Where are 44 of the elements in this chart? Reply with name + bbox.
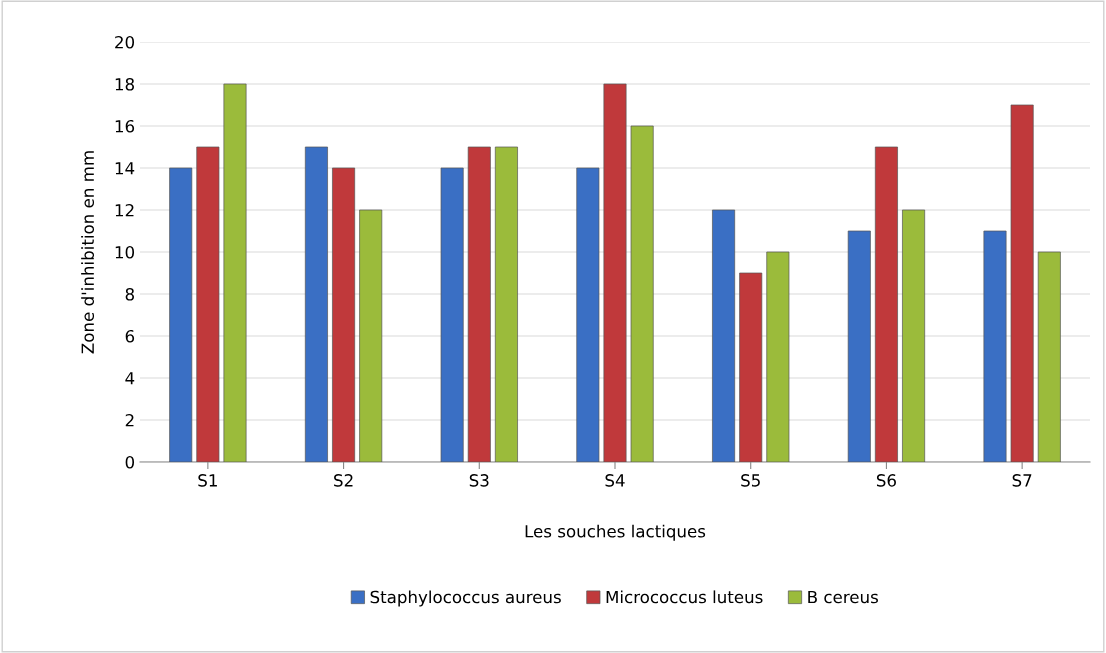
y-tick-label: 8	[125, 287, 134, 301]
bar	[467, 146, 491, 462]
bar	[739, 272, 763, 462]
x-tick-label: S3	[469, 474, 489, 487]
bar	[630, 125, 654, 462]
bar	[902, 209, 926, 462]
bar	[603, 83, 627, 462]
bar	[1010, 104, 1034, 462]
bar	[169, 167, 193, 462]
bar	[1037, 251, 1061, 462]
y-tick-label: 6	[125, 329, 135, 343]
y-tick-label: 20	[115, 35, 135, 49]
bar	[359, 209, 383, 462]
x-tick-label: S6	[876, 474, 896, 487]
bar	[494, 146, 518, 462]
bar	[983, 230, 1007, 462]
bar	[304, 146, 328, 462]
y-tick-label: 18	[115, 77, 134, 91]
bar	[440, 167, 464, 462]
legend-label: B cereus	[808, 590, 878, 604]
legend-label: Micrococcus luteus	[606, 590, 763, 604]
bar	[332, 167, 356, 462]
y-tick-label: 0	[125, 455, 135, 469]
x-tick-label: S7	[1012, 474, 1032, 487]
y-tick-label: 2	[125, 413, 134, 427]
x-tick-label: S5	[741, 474, 760, 487]
x-tick-label: S4	[605, 474, 625, 487]
y-tick-label: 12	[115, 203, 134, 217]
x-axis-title: Les souches lactiques	[525, 524, 706, 541]
bar	[712, 209, 736, 462]
bar	[196, 146, 220, 462]
legend-label: Staphylococcus aureus	[370, 590, 561, 607]
x-tick-label: S1	[198, 474, 217, 487]
bar	[576, 167, 600, 462]
y-axis-title: Zone d'inhibition en mm	[81, 151, 95, 354]
bar	[847, 230, 871, 462]
y-tick-label: 10	[115, 245, 135, 259]
y-tick-label: 16	[115, 119, 135, 133]
bar	[874, 146, 898, 462]
x-tick-label: S2	[334, 474, 353, 487]
bar	[223, 83, 247, 462]
y-tick-label: 4	[125, 372, 135, 385]
bar	[766, 251, 790, 462]
y-tick-label: 14	[115, 162, 135, 175]
